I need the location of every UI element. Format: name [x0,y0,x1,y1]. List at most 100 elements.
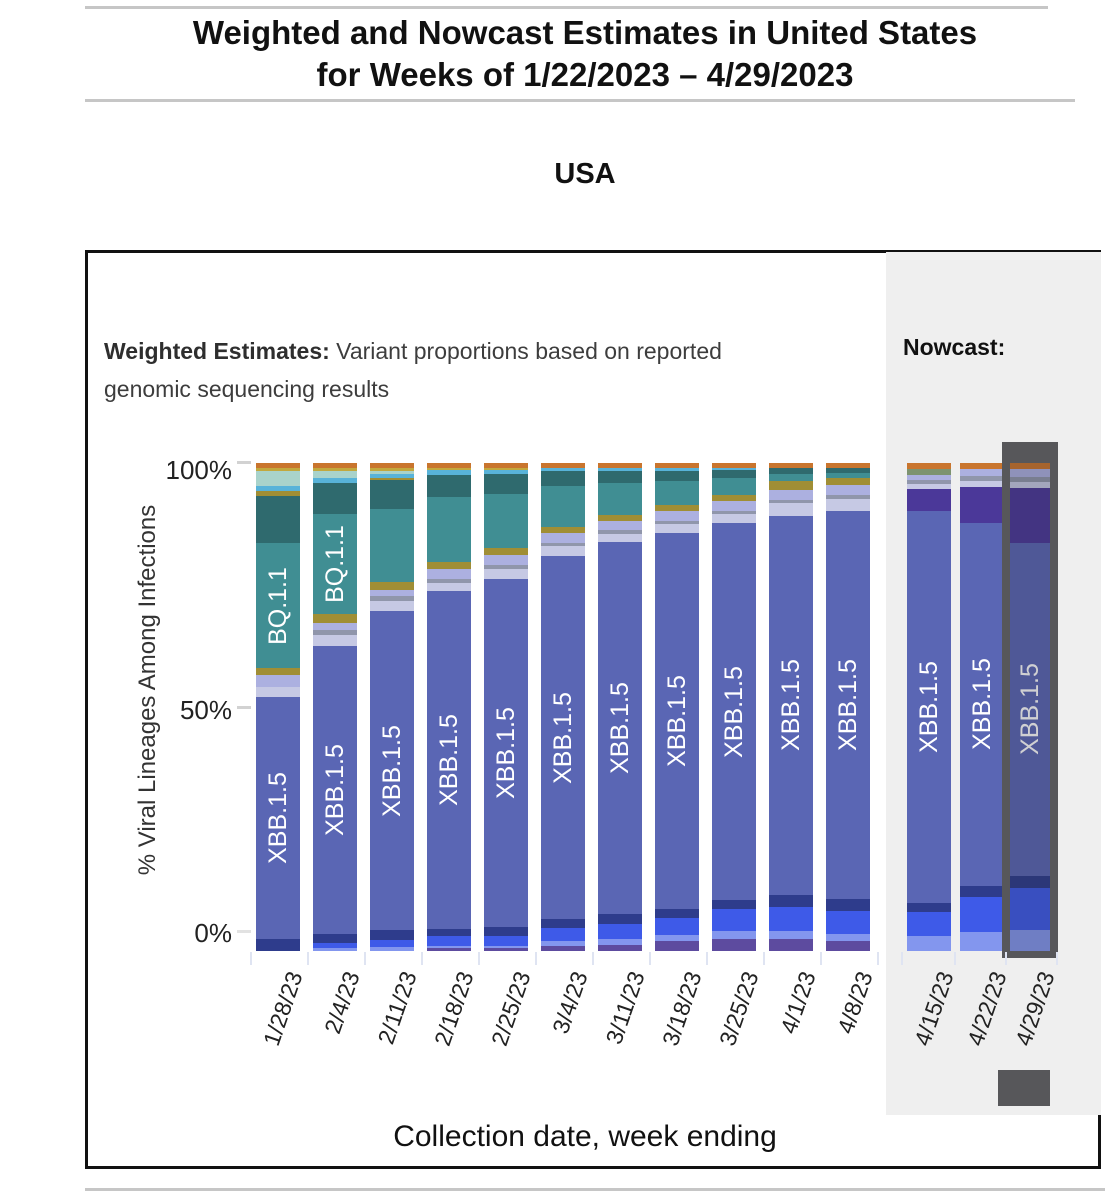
segment-teal[interactable] [313,514,357,615]
segment-periwinkle[interactable] [427,946,471,949]
segment-navy[interactable] [370,930,414,941]
segment-navy[interactable] [484,927,528,936]
segment-periwinkle[interactable] [541,941,585,947]
segment-periwinkle[interactable] [655,935,699,942]
segment-lavender[interactable] [598,520,642,531]
segment-pale_teal[interactable] [313,470,357,478]
segment-orange[interactable] [907,463,951,469]
segment-lavender[interactable] [769,489,813,500]
segment-orange[interactable] [256,463,300,468]
segment-olive[interactable] [484,548,528,555]
segment-pale_lavender[interactable] [907,484,951,490]
segment-cyan[interactable] [427,470,471,476]
segment-cyan[interactable] [655,467,699,471]
segment-gold[interactable] [256,467,300,472]
segment-navy[interactable] [960,886,1004,898]
segment-pale_lavender[interactable] [769,503,813,516]
segment-navy[interactable] [256,938,300,951]
segment-bright_blue[interactable] [655,918,699,936]
segment-lavender[interactable] [712,501,756,511]
segment-teal[interactable] [826,472,870,478]
bar-3/11/23[interactable] [598,463,642,951]
segment-blue[interactable] [484,579,528,928]
segment-periwinkle[interactable] [769,931,813,939]
segment-violet[interactable] [427,948,471,951]
segment-bright_blue[interactable] [484,935,528,947]
segment-olive[interactable] [256,490,300,496]
segment-dark_teal[interactable] [769,467,813,474]
segment-blue[interactable] [427,590,471,929]
segment-dark_teal[interactable] [427,475,471,498]
segment-blue[interactable] [960,522,1004,887]
segment-orange[interactable] [541,463,585,468]
segment-blue[interactable] [370,611,414,931]
segment-periwinkle[interactable] [907,936,951,951]
bar-4/22/23[interactable] [960,463,1004,951]
segment-navy[interactable] [1010,875,1050,888]
segment-dark_teal[interactable] [370,479,414,509]
segment-lavender[interactable] [655,510,699,521]
segment-navy[interactable] [598,914,642,925]
bar-4/29/23[interactable] [1010,463,1050,951]
segment-orange[interactable] [712,463,756,468]
segment-navy[interactable] [655,909,699,919]
segment-olive[interactable] [826,477,870,485]
segment-bright_blue[interactable] [1010,888,1050,930]
segment-periwinkle[interactable] [1010,929,1050,951]
segment-blue[interactable] [313,645,357,934]
segment-bright_blue[interactable] [313,942,357,949]
segment-dark_teal[interactable] [598,470,642,483]
segment-blue[interactable] [655,532,699,910]
segment-gray[interactable] [598,530,642,534]
segment-olive[interactable] [370,582,414,590]
segment-teal[interactable] [712,477,756,495]
segment-pale_lavender[interactable] [484,569,528,580]
segment-blue[interactable] [1010,543,1050,876]
segment-periwinkle[interactable] [826,933,870,942]
bar-2/4/23[interactable] [313,463,357,951]
segment-dark_purple[interactable] [907,489,951,511]
segment-olive[interactable] [370,477,414,480]
segment-gray[interactable] [370,595,414,601]
segment-gray[interactable] [541,542,585,547]
segment-violet[interactable] [769,938,813,951]
segment-cyan[interactable] [484,470,528,475]
segment-lavender[interactable] [907,474,951,480]
segment-lavender[interactable] [484,554,528,566]
segment-orange[interactable] [484,463,528,468]
segment-pale_lavender[interactable] [960,480,1004,488]
segment-lavender[interactable] [826,484,870,495]
segment-periwinkle[interactable] [370,946,414,951]
segment-lavender[interactable] [960,468,1004,476]
segment-lavender[interactable] [370,589,414,596]
segment-navy[interactable] [427,928,471,937]
segment-dark_teal[interactable] [712,470,756,478]
segment-teal[interactable] [598,482,642,515]
segment-gold[interactable] [427,467,471,471]
segment-navy[interactable] [907,902,951,913]
segment-blue[interactable] [598,542,642,915]
segment-orange[interactable] [598,463,642,468]
segment-olive[interactable] [541,527,585,534]
segment-blue[interactable] [712,523,756,900]
segment-dark_teal[interactable] [256,495,300,544]
segment-dark_teal[interactable] [484,474,528,494]
segment-olive[interactable] [427,561,471,569]
segment-gray[interactable] [427,578,471,583]
segment-periwinkle[interactable] [313,948,357,951]
segment-cyan[interactable] [712,467,756,471]
segment-pale_lavender[interactable] [598,533,642,543]
segment-navy[interactable] [313,933,357,943]
segment-teal[interactable] [484,493,528,549]
segment-gray[interactable] [313,629,357,635]
segment-olive[interactable] [769,481,813,490]
bar-4/15/23[interactable] [907,463,951,951]
segment-dark_teal[interactable] [655,470,699,481]
segment-olive[interactable] [598,514,642,521]
segment-pale_lavender[interactable] [655,523,699,533]
segment-pale_teal[interactable] [370,470,414,474]
segment-lavender[interactable] [427,568,471,579]
segment-gray[interactable] [826,494,870,499]
segment-periwinkle[interactable] [484,946,528,949]
segment-cyan[interactable] [598,467,642,471]
